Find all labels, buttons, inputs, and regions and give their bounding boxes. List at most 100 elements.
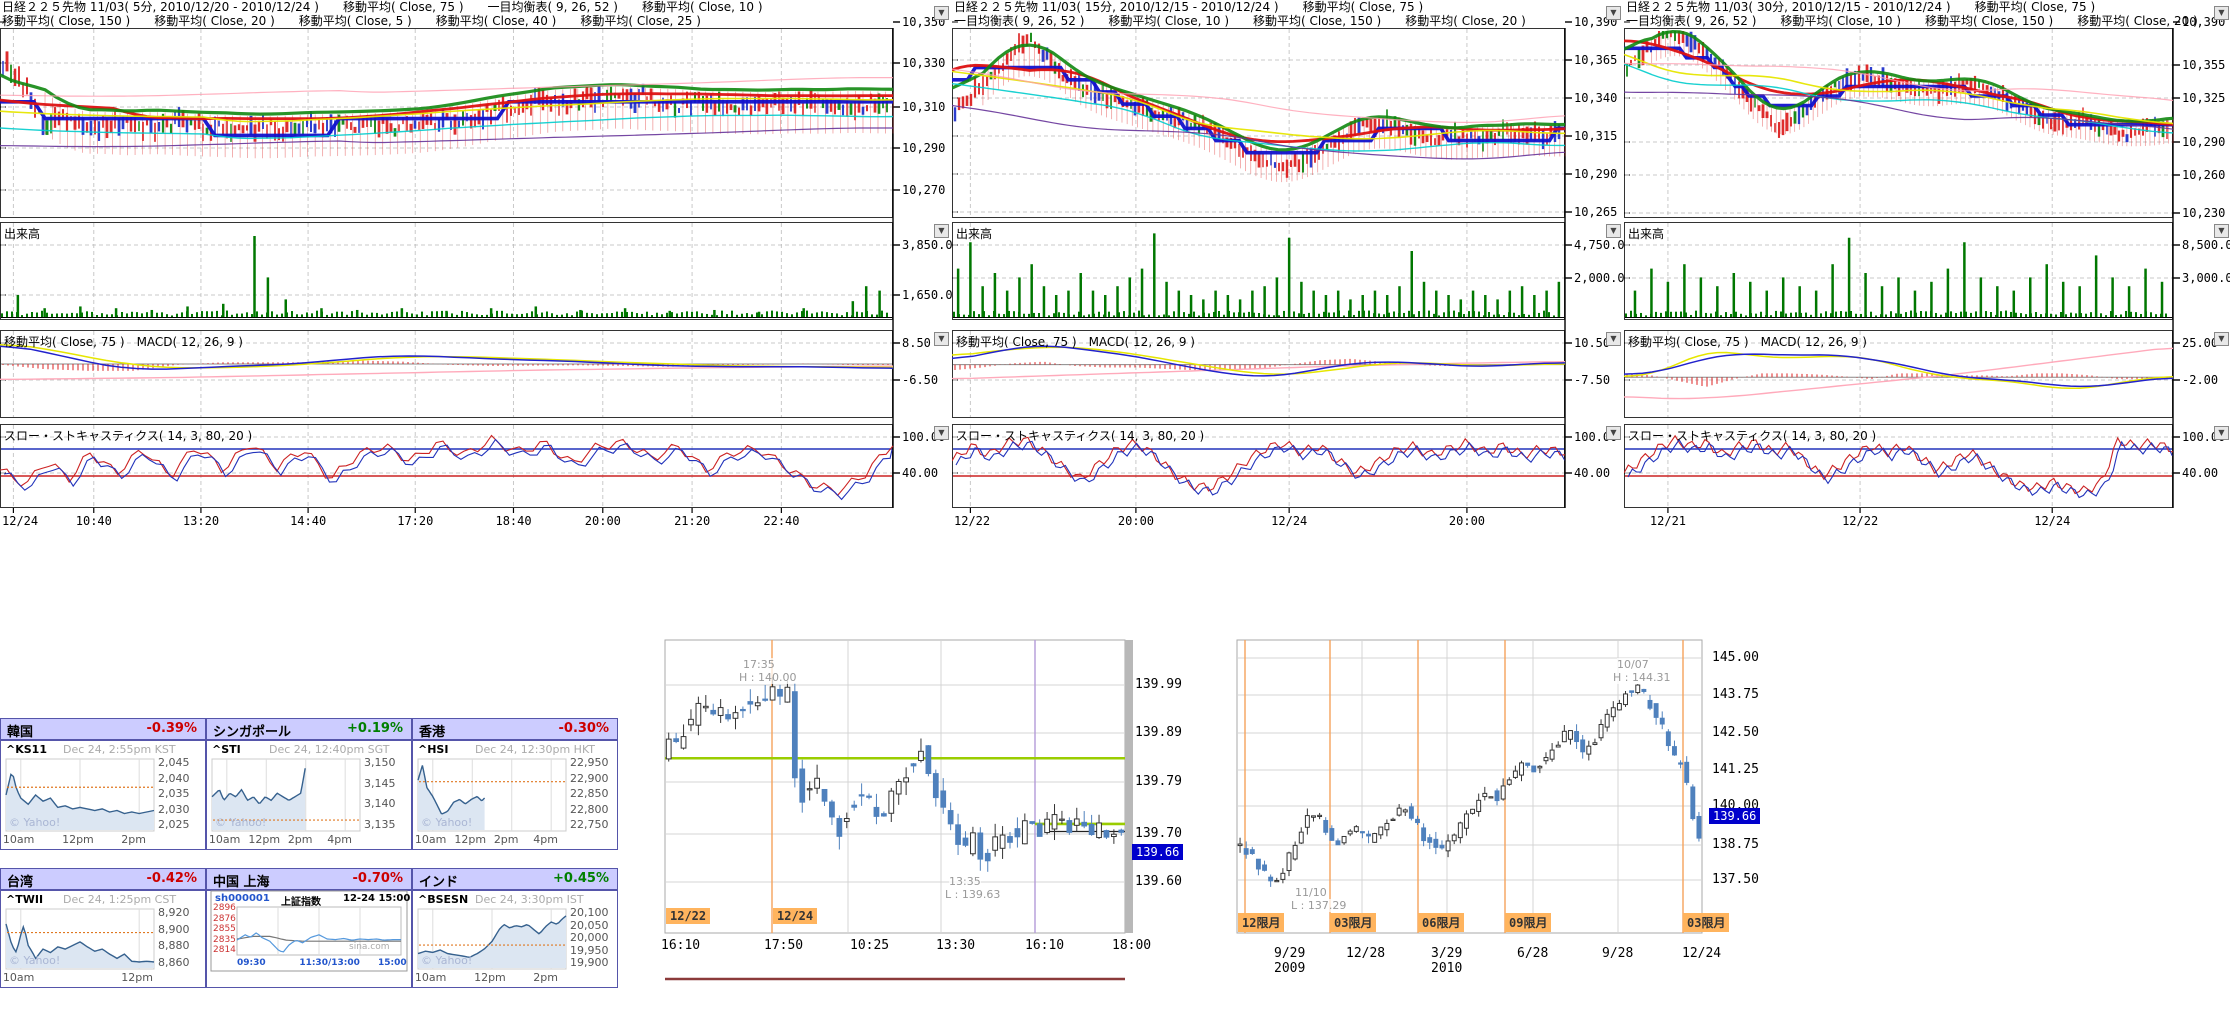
x-axis-tick-label: 22:40: [763, 514, 800, 528]
y-axis-tick-label: 1,650.00: [902, 288, 960, 302]
tile-x-tick-label: 15:00: [378, 958, 407, 968]
tile-y-tick-label: 20,050: [570, 918, 609, 932]
x-axis-tick-label: 20:00: [1117, 514, 1155, 528]
high-annotation: H : 140.00: [739, 671, 797, 684]
tile-sparkline: [210, 890, 408, 972]
y-axis-tick-label: 10.50: [1574, 336, 1611, 350]
panel-dropdown-button[interactable]: ▼: [2214, 6, 2229, 20]
jgb_future_intraday-canvas: [664, 639, 1133, 981]
chart-scrollbar[interactable]: [1125, 640, 1133, 933]
date-badge: 09限月: [1505, 913, 1552, 932]
tile-y-tick-label: 3,135: [364, 818, 396, 831]
y-axis-tick-label: 142.50: [1712, 725, 1759, 740]
tile-y-tick-label: 2896: [213, 903, 236, 913]
y-axis-tick-label: -6.50: [902, 373, 939, 387]
tile-header: シンガポール +0.19%: [207, 719, 411, 741]
tile-sparkline: [417, 908, 567, 970]
chart-block-nikkei225_future_5min: 日経２２５先物 11/03( 5分, 2010/12/20 - 2010/12/…: [0, 0, 960, 557]
chart-title-line2: 移動平均( Close, 150 ) 移動平均( Close, 20 ) 移動平…: [2, 14, 701, 28]
market-tile-singapore_sti[interactable]: シンガポール +0.19% ^STI Dec 24, 12:40pm SGT 3,150…: [206, 718, 412, 850]
y-axis-tick-label: 3,000.00: [2182, 271, 2230, 285]
tile-x-tick-label: 12pm: [62, 833, 94, 846]
tile-header: 香港 -0.30%: [413, 719, 617, 741]
y-axis-tick-label: 40.00: [902, 466, 939, 480]
yahoo-watermark: © Yahoo!: [421, 954, 473, 967]
y-axis-tick-label: 143.75: [1712, 687, 1759, 702]
panel-dropdown-button[interactable]: ▼: [2214, 332, 2229, 346]
low-annotation: L : 137.29: [1291, 899, 1347, 912]
tile-x-tick-label: 09:30: [237, 958, 266, 968]
market-name: 香港: [419, 725, 446, 740]
y-axis-tick-label: 145.00: [1712, 650, 1759, 665]
x-axis-tick-label: 21:20: [674, 514, 711, 528]
tile-header: インド +0.45%: [413, 869, 617, 891]
market-tile-taiwan_twii[interactable]: 台湾 -0.42% ^TWII Dec 24, 1:25pm CST 8,920 8,90…: [0, 868, 206, 988]
tile-y-tick-label: 8,860: [158, 956, 190, 969]
tile-x-tick-label: 4pm: [533, 833, 558, 846]
y-axis-tick-label: 25.00: [2182, 336, 2219, 350]
market-tile-hongkong_hsi[interactable]: 香港 -0.30% ^HSI Dec 24, 12:30pm HKT 22,950 22,…: [412, 718, 618, 850]
panel-dropdown-button[interactable]: ▼: [934, 6, 949, 20]
panel-dropdown-button[interactable]: ▼: [1606, 6, 1621, 20]
chart-canvas-nikkei225_future_30min: [1624, 21, 2180, 513]
tile-x-tick-label: 2pm: [287, 833, 313, 846]
y-axis-tick-label: 10,365: [1574, 53, 1618, 67]
date-badge: 03限月: [1683, 913, 1730, 932]
tile-y-tick-label: 22,850: [570, 787, 609, 800]
market-tile-india_bsesn[interactable]: インド +0.45% ^BSESN Dec 24, 3:30pm IST 20,100 2…: [412, 868, 618, 988]
tile-sparkline: [211, 758, 361, 832]
ticker-symbol: ^STI: [212, 743, 241, 756]
market-change-pct: -0.42%: [146, 871, 198, 886]
ticker-symbol: ^KS11: [6, 743, 47, 756]
market-change-pct: +0.19%: [347, 721, 403, 736]
tile-x-tick-label: 10am: [414, 971, 447, 984]
asia-markets-grid: 韓国 -0.39% ^KS11 Dec 24, 2:55pm KST 2,045 2,04…: [0, 718, 618, 988]
chart-title-line2: 一目均衡表( 9, 26, 52 ) 移動平均( Close, 10 ) 移動平…: [1626, 14, 2198, 28]
low-annotation: 11/10: [1295, 886, 1327, 899]
market-tile-china_shanghai[interactable]: 中国 上海 -0.70% sh000001 上証指数 12-24 15:00 2896 28…: [206, 868, 412, 988]
x-axis-tick-label: 12/22: [1842, 514, 1879, 528]
volume-panel-label: 出来高: [1628, 227, 1665, 241]
panel-dropdown-button[interactable]: ▼: [1606, 332, 1621, 346]
y-axis-tick-label: 139.79: [1135, 774, 1182, 789]
ticker-symbol: sh000001: [215, 893, 270, 904]
market-name: シンガポール: [213, 725, 292, 740]
x-axis-tick-label: 10:25: [850, 938, 890, 953]
x-axis-tick-label: 12/24: [2034, 514, 2071, 528]
volume-panel-label: 出来高: [956, 227, 993, 241]
y-axis-tick-label: 10,260: [2182, 168, 2226, 182]
volume-panel-label: 出来高: [4, 227, 41, 241]
ticker-symbol: ^BSESN: [418, 893, 469, 906]
quote-timestamp: Dec 24, 12:30pm HKT: [475, 743, 596, 756]
date-badge: 03限月: [1330, 913, 1377, 932]
panel-dropdown-button[interactable]: ▼: [934, 332, 949, 346]
high-annotation: 10/07: [1617, 658, 1649, 671]
market-tile-korea_kospi[interactable]: 韓国 -0.39% ^KS11 Dec 24, 2:55pm KST 2,045 2,04…: [0, 718, 206, 850]
market-name: インド: [419, 875, 459, 890]
top-charts-row: 日経２２５先物 11/03( 5分, 2010/12/20 - 2010/12/…: [0, 0, 2230, 557]
x-axis-tick-label: 12/21: [1649, 514, 1687, 528]
yahoo-watermark: © Yahoo!: [215, 816, 267, 829]
tile-x-tick-label: 2pm: [121, 833, 146, 846]
panel-dropdown-button[interactable]: ▼: [934, 224, 949, 238]
tile-y-tick-label: 19,950: [570, 943, 609, 957]
chart-title-line1: 日経２２５先物 11/03( 30分, 2010/12/15 - 2010/12…: [1626, 0, 2096, 14]
tile-sparkline: [417, 758, 567, 832]
market-name: 韓国: [7, 725, 34, 740]
panel-dropdown-button[interactable]: ▼: [2214, 426, 2229, 440]
tile-header: 韓国 -0.39%: [1, 719, 205, 741]
tile-y-tick-label: 8,880: [158, 939, 190, 953]
yahoo-watermark: © Yahoo!: [9, 816, 61, 829]
y-axis-tick-label: 139.60: [1135, 874, 1182, 889]
tile-x-tick-label: 12pm: [454, 833, 487, 846]
tile-y-tick-label: 3,145: [364, 776, 396, 790]
panel-dropdown-button[interactable]: ▼: [1606, 224, 1621, 238]
tile-sparkline: [5, 908, 155, 970]
x-axis-tick-label: 16:10: [661, 938, 701, 953]
x-axis-tick-label: 13:20: [182, 514, 220, 528]
chart-canvas-nikkei225_future_5min: [0, 21, 900, 513]
panel-dropdown-button[interactable]: ▼: [2214, 224, 2229, 238]
panel-dropdown-button[interactable]: ▼: [1606, 426, 1621, 440]
panel-dropdown-button[interactable]: ▼: [934, 426, 949, 440]
